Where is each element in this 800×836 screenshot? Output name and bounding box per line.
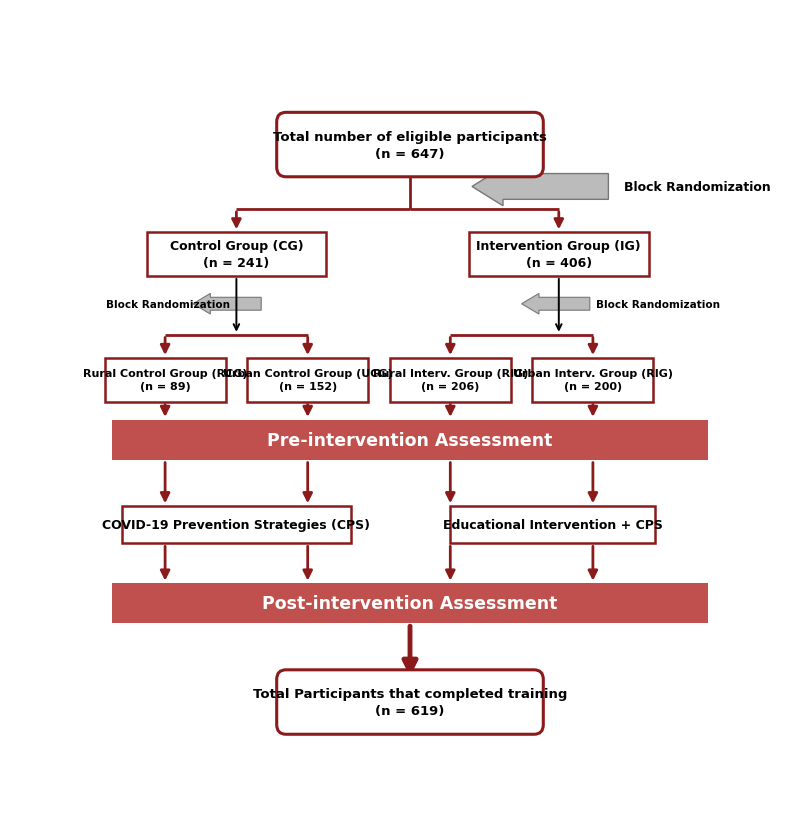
FancyArrow shape — [522, 294, 590, 314]
Text: Total number of eligible participants
(n = 647): Total number of eligible participants (n… — [273, 130, 547, 161]
Text: Pre-intervention Assessment: Pre-intervention Assessment — [267, 431, 553, 449]
FancyBboxPatch shape — [146, 233, 326, 277]
Text: Rural Interv. Group (RIG)
(n = 206): Rural Interv. Group (RIG) (n = 206) — [373, 369, 528, 392]
FancyBboxPatch shape — [277, 670, 543, 734]
FancyArrow shape — [472, 168, 608, 206]
Text: Control Group (CG)
(n = 241): Control Group (CG) (n = 241) — [170, 240, 303, 270]
Text: Block Randomization: Block Randomization — [596, 299, 720, 309]
Bar — [112, 421, 707, 460]
Text: Total Participants that completed training
(n = 619): Total Participants that completed traini… — [253, 687, 567, 717]
FancyBboxPatch shape — [105, 359, 226, 402]
FancyBboxPatch shape — [277, 113, 543, 177]
FancyBboxPatch shape — [390, 359, 510, 402]
Text: Intervention Group (IG)
(n = 406): Intervention Group (IG) (n = 406) — [477, 240, 641, 270]
Text: Educational Intervention + CPS: Educational Intervention + CPS — [442, 518, 662, 532]
FancyBboxPatch shape — [122, 507, 351, 544]
Text: Rural Control Group (RCG)
(n = 89): Rural Control Group (RCG) (n = 89) — [83, 369, 247, 392]
Bar — [112, 584, 707, 624]
Text: Urban Control Group (UCG)
(n = 152): Urban Control Group (UCG) (n = 152) — [223, 369, 393, 392]
Text: Block Randomization: Block Randomization — [106, 299, 230, 309]
FancyBboxPatch shape — [450, 507, 655, 544]
Text: Block Randomization: Block Randomization — [624, 181, 770, 194]
FancyBboxPatch shape — [533, 359, 654, 402]
Text: COVID-19 Prevention Strategies (CPS): COVID-19 Prevention Strategies (CPS) — [102, 518, 370, 532]
FancyBboxPatch shape — [247, 359, 368, 402]
Text: Urban Interv. Group (RIG)
(n = 200): Urban Interv. Group (RIG) (n = 200) — [513, 369, 673, 392]
FancyArrow shape — [193, 294, 262, 314]
FancyBboxPatch shape — [469, 233, 649, 277]
Text: Post-intervention Assessment: Post-intervention Assessment — [262, 594, 558, 613]
